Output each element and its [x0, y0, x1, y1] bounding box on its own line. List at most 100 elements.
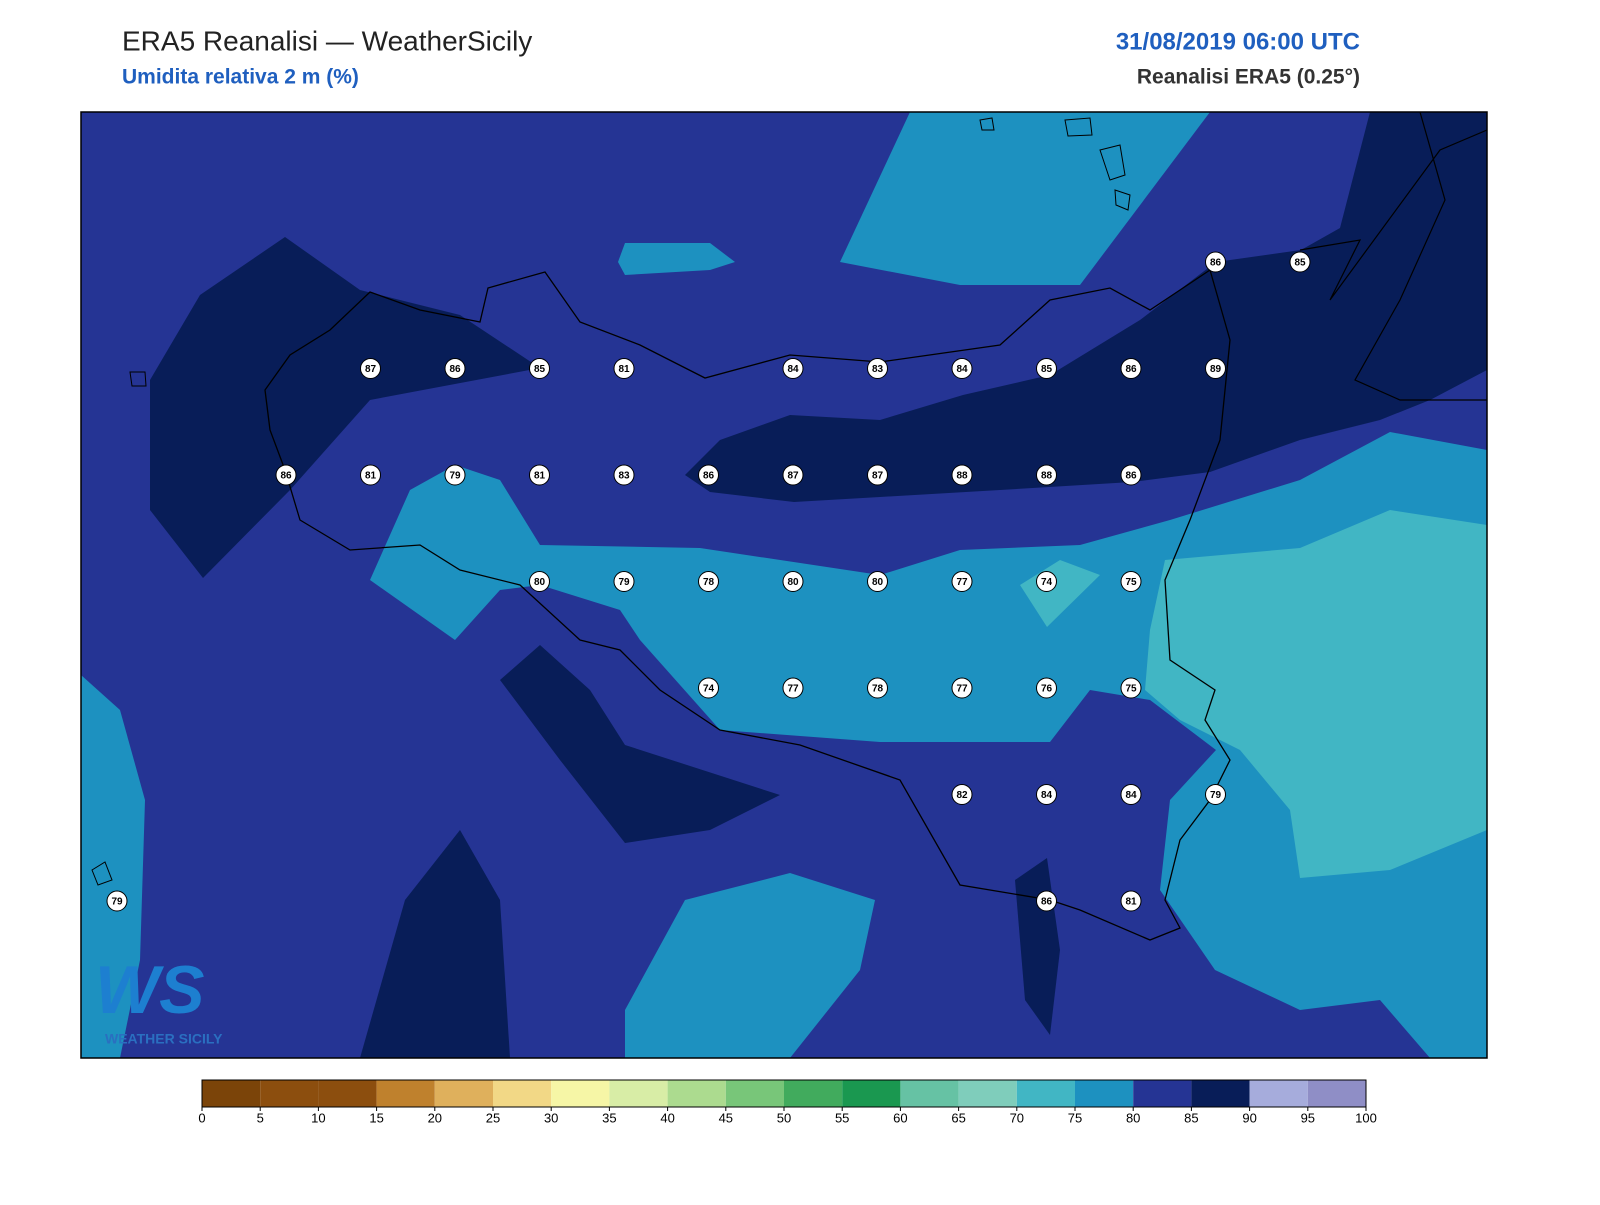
station-value: 87	[872, 471, 884, 482]
colorbar-bin	[667, 1080, 726, 1107]
colorbar-bin	[202, 1080, 261, 1107]
colorbar-tick-label: 30	[544, 1110, 558, 1125]
source: Reanalisi ERA5 (0.25°)	[1137, 66, 1360, 89]
station-marker	[867, 464, 888, 486]
station-value: 79	[449, 471, 461, 482]
station-value: 85	[1294, 258, 1306, 269]
station-marker	[444, 464, 466, 486]
station-marker	[1036, 358, 1057, 379]
logo: WS WEATHER SICILY	[95, 952, 223, 1047]
station-marker	[1205, 358, 1226, 379]
station-value: 79	[1210, 790, 1222, 801]
colorbar: 0 5 10 15 20 25 30 35 40 45 50 55 60 65 70 75 80 85 90 95 10…	[198, 1079, 1377, 1125]
station-marker	[444, 358, 466, 379]
station-value: 86	[703, 471, 715, 482]
station-value: 83	[872, 364, 884, 375]
colorbar-bin	[434, 1080, 493, 1107]
colorbar-tick-label: 85	[1184, 1110, 1198, 1125]
colorbar-bin	[842, 1080, 901, 1107]
station-value: 86	[280, 471, 292, 482]
station-marker	[1036, 571, 1057, 592]
station-value: 84	[956, 364, 968, 375]
station-value: 85	[1041, 364, 1053, 375]
colorbar-tick-label: 95	[1301, 1110, 1315, 1125]
station-marker	[782, 464, 804, 486]
station-value: 86	[1210, 258, 1222, 269]
station-value: 85	[534, 364, 546, 375]
colorbar-bin	[1249, 1080, 1308, 1107]
station-marker	[951, 464, 973, 486]
station-marker	[529, 464, 550, 486]
station-value: 84	[787, 364, 799, 375]
station-marker	[867, 677, 888, 699]
station-marker	[613, 358, 635, 379]
colorbar-bin	[551, 1080, 610, 1107]
colorbar-bin	[900, 1080, 959, 1107]
station-value: 82	[956, 790, 968, 801]
station-marker	[1120, 464, 1142, 486]
station-marker	[1205, 251, 1226, 273]
station-marker	[1120, 358, 1142, 379]
contour	[360, 830, 510, 1058]
station-value: 84	[1125, 790, 1137, 801]
station-value: 78	[872, 684, 884, 695]
station-marker	[1036, 464, 1057, 486]
colorbar-tick-label: 50	[777, 1110, 791, 1125]
logo-name: WEATHER SICILY	[105, 1031, 223, 1047]
station-marker	[951, 571, 973, 592]
colorbar-bin	[1133, 1080, 1192, 1107]
station-value: 88	[956, 471, 968, 482]
station-marker	[360, 464, 381, 486]
colorbar-tick-label: 45	[719, 1110, 733, 1125]
station-marker	[1036, 677, 1057, 699]
station-value: 86	[449, 364, 461, 375]
station-marker	[951, 358, 973, 379]
station-marker	[529, 358, 550, 379]
colorbar-bin	[1307, 1080, 1366, 1107]
colorbar-bin	[1016, 1080, 1075, 1107]
station-value: 77	[956, 577, 968, 588]
station-marker	[698, 464, 719, 486]
station-marker	[698, 677, 719, 699]
colorbar-tick-label: 15	[369, 1110, 383, 1125]
station-value: 75	[1125, 577, 1137, 588]
contour	[1145, 510, 1487, 878]
colorbar-tick-label: 70	[1010, 1110, 1024, 1125]
station-value: 79	[111, 897, 123, 908]
station-value: 78	[703, 577, 715, 588]
colorbar-tick-label: 20	[428, 1110, 442, 1125]
station-value: 87	[365, 364, 377, 375]
station-value: 74	[1041, 577, 1053, 588]
station-marker	[106, 890, 128, 912]
colorbar-bin	[260, 1080, 319, 1107]
contour	[625, 873, 875, 1058]
station-marker	[867, 571, 888, 592]
station-marker	[782, 358, 804, 379]
station-marker	[1120, 890, 1142, 912]
colorbar-tick-label: 90	[1242, 1110, 1256, 1125]
colorbar-bin	[784, 1080, 843, 1107]
colorbar-tick-label: 0	[198, 1110, 205, 1125]
station-marker	[1036, 784, 1057, 805]
station-value: 80	[872, 577, 884, 588]
colorbar-tick-label: 75	[1068, 1110, 1082, 1125]
contour	[150, 237, 540, 578]
coastline	[1299, 112, 1487, 401]
station-value: 86	[1041, 897, 1053, 908]
station-value: 81	[1125, 897, 1137, 908]
contour	[81, 675, 145, 1058]
station-value: 81	[534, 471, 546, 482]
logo-mark: WS	[95, 952, 205, 1028]
station-value: 87	[787, 471, 799, 482]
colorbar-tick-label: 25	[486, 1110, 500, 1125]
coastline	[264, 268, 1231, 941]
island	[91, 117, 1131, 886]
colorbar-bin	[1075, 1080, 1134, 1107]
station-marker	[529, 571, 550, 592]
station-value: 77	[956, 684, 968, 695]
station-value: 80	[787, 577, 799, 588]
station-marker	[782, 677, 804, 699]
colorbar-tick-label: 55	[835, 1110, 849, 1125]
colorbar-tick-label: 65	[951, 1110, 965, 1125]
